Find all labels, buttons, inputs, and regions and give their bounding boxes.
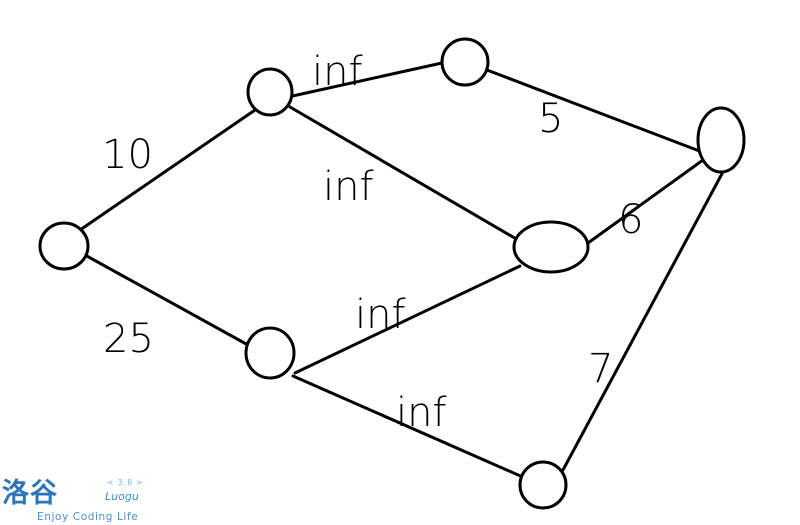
edge-e-t [561,168,726,472]
node-a [246,67,294,117]
edge-c-t [485,68,704,154]
edge-d-t [586,158,705,245]
edge-label-d-t: 6 [618,197,643,243]
edge-label-b-e: inf [396,390,447,436]
node-c [440,37,490,87]
luogu-logo: 洛谷 [2,478,58,509]
edge-b-d [293,264,522,375]
node-t [696,106,746,174]
edge-s-a [78,108,257,232]
watermark-tagline: Enjoy Coding Life [37,511,139,523]
luogu-watermark: 洛谷 < 3.0 > Luogu Enjoy Coding Life [0,476,160,525]
edge-label-s-a: 10 [102,132,153,178]
edge-label-b-d: inf [355,292,406,338]
edge-label-a-d: inf [323,164,374,210]
node-s [38,221,90,271]
edge-s-b [83,253,250,347]
edge-b-e [291,374,527,480]
edge-label-a-c: inf [312,49,363,95]
edges [78,61,726,480]
edge-a-c [286,61,444,99]
edge-label-e-t: 7 [588,346,613,392]
node-e [518,460,568,510]
edge-label-c-t: 5 [538,96,563,142]
edge-labels: 10 25 inf inf inf inf 5 6 7 [102,49,643,436]
nodes [38,37,746,510]
edge-a-d [288,105,520,242]
node-b [244,326,296,380]
edge-label-s-b: 25 [103,316,154,362]
watermark-version: < 3.0 > [108,478,142,487]
node-d [512,220,590,274]
watermark-brand: Luogu [105,490,139,503]
